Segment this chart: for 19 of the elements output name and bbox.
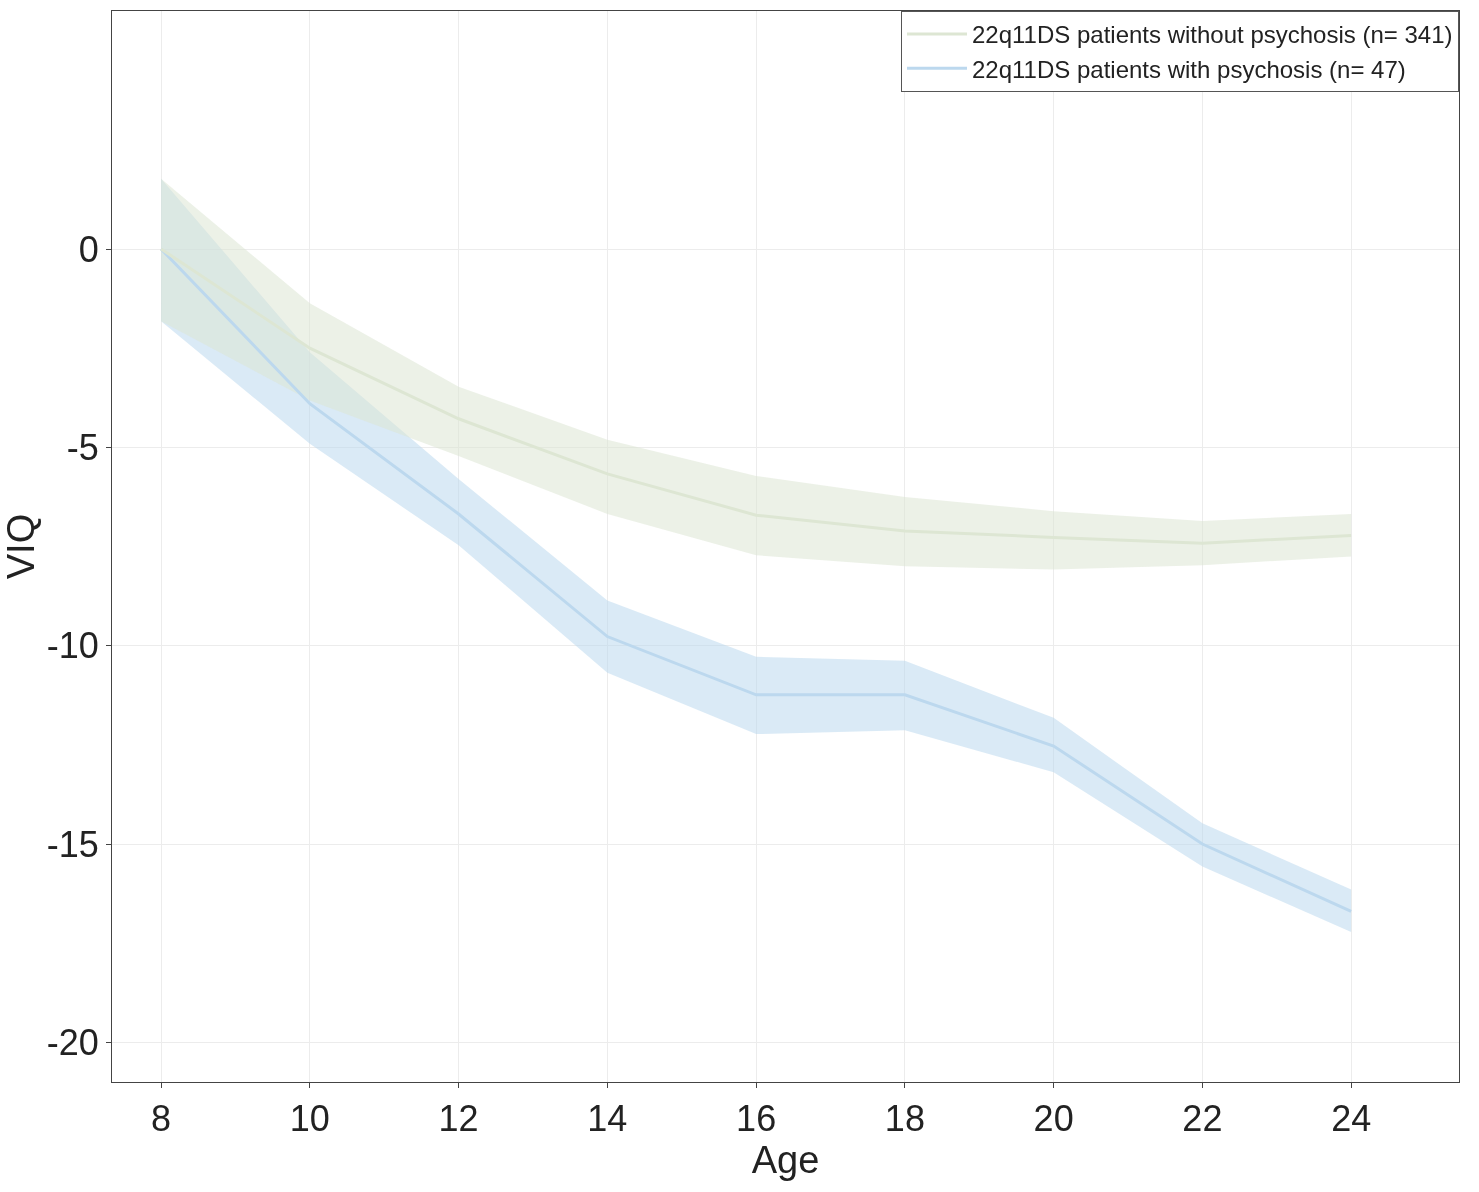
x-tick-label: 12 [438,1098,479,1140]
y-tick-label: -20 [46,1021,99,1063]
line-series [159,247,1353,545]
y-tick-label: -5 [66,426,99,468]
x-tick-label: 22 [1182,1098,1223,1140]
x-axis-title: Age [751,1139,820,1182]
x-tick-label: 10 [289,1098,330,1140]
x-tick-label: 8 [151,1098,172,1140]
legend-label: 22q11DS patients without psychosis (n= 341) [972,21,1453,49]
x-tick-label: 24 [1331,1098,1372,1140]
x-tick-label: 20 [1033,1098,1074,1140]
legend-label: 22q11DS patients with psychosis (n= 47) [972,55,1406,83]
y-tick-label: -10 [46,625,99,667]
y-tick-label: 0 [78,228,99,270]
x-tick-label: 14 [587,1098,628,1140]
x-tick-label: 18 [884,1098,925,1140]
x-tick-label: 16 [736,1098,777,1140]
y-tick-label: -15 [46,823,99,865]
y-axis-title: VIQ [0,513,42,580]
